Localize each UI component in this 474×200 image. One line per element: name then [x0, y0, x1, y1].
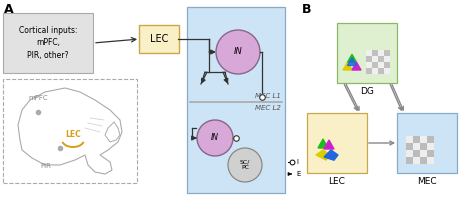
Polygon shape — [324, 140, 334, 149]
Bar — [406, 157, 413, 164]
FancyBboxPatch shape — [337, 23, 397, 83]
Polygon shape — [324, 150, 338, 160]
Bar — [427, 136, 434, 143]
Bar — [420, 150, 427, 157]
Polygon shape — [347, 54, 356, 62]
Bar — [427, 157, 434, 164]
Text: IN: IN — [211, 134, 219, 142]
FancyBboxPatch shape — [139, 25, 179, 53]
Text: SC/
PC: SC/ PC — [240, 160, 250, 170]
Text: LEC: LEC — [65, 130, 81, 139]
Text: A: A — [4, 3, 14, 16]
Bar — [384, 62, 390, 68]
Text: LEC: LEC — [150, 34, 168, 44]
Text: DG: DG — [360, 87, 374, 96]
Bar — [413, 157, 420, 164]
Bar — [372, 68, 378, 74]
Bar — [406, 143, 413, 150]
FancyBboxPatch shape — [3, 13, 93, 73]
Text: PIR: PIR — [40, 163, 51, 169]
Bar — [372, 62, 378, 68]
Text: I: I — [296, 159, 298, 165]
Text: MEC L2: MEC L2 — [255, 105, 281, 111]
Bar — [420, 157, 427, 164]
Bar — [384, 68, 390, 74]
Bar — [427, 143, 434, 150]
FancyBboxPatch shape — [3, 79, 137, 183]
Bar — [413, 136, 420, 143]
Polygon shape — [316, 150, 330, 160]
Text: LEC: LEC — [328, 177, 346, 186]
Text: MEC L1: MEC L1 — [255, 93, 281, 99]
Text: B: B — [302, 3, 311, 16]
Polygon shape — [105, 122, 120, 142]
Bar — [372, 50, 378, 56]
Bar — [366, 50, 372, 56]
Circle shape — [228, 148, 262, 182]
Bar — [384, 56, 390, 62]
FancyBboxPatch shape — [307, 113, 367, 173]
Bar — [420, 136, 427, 143]
Bar — [378, 56, 384, 62]
Bar — [413, 143, 420, 150]
Bar — [378, 50, 384, 56]
FancyBboxPatch shape — [397, 113, 457, 173]
Bar — [406, 136, 413, 143]
Text: mPFC: mPFC — [28, 95, 47, 101]
Bar — [366, 62, 372, 68]
Bar — [366, 68, 372, 74]
Text: IN: IN — [234, 47, 242, 56]
Bar — [413, 150, 420, 157]
Bar — [378, 62, 384, 68]
Polygon shape — [343, 62, 352, 70]
Bar — [427, 150, 434, 157]
Polygon shape — [347, 58, 356, 66]
Bar — [420, 143, 427, 150]
Bar — [406, 150, 413, 157]
FancyBboxPatch shape — [187, 7, 285, 193]
Bar — [384, 50, 390, 56]
Bar — [366, 56, 372, 62]
Text: E: E — [296, 171, 301, 177]
Polygon shape — [318, 139, 328, 148]
Circle shape — [216, 30, 260, 74]
Polygon shape — [18, 88, 122, 174]
Bar — [378, 68, 384, 74]
Circle shape — [197, 120, 233, 156]
Bar — [372, 56, 378, 62]
Polygon shape — [352, 62, 361, 70]
Text: MEC: MEC — [417, 177, 437, 186]
Text: Cortical inputs:
mPFC,
PIR, other?: Cortical inputs: mPFC, PIR, other? — [19, 26, 77, 60]
